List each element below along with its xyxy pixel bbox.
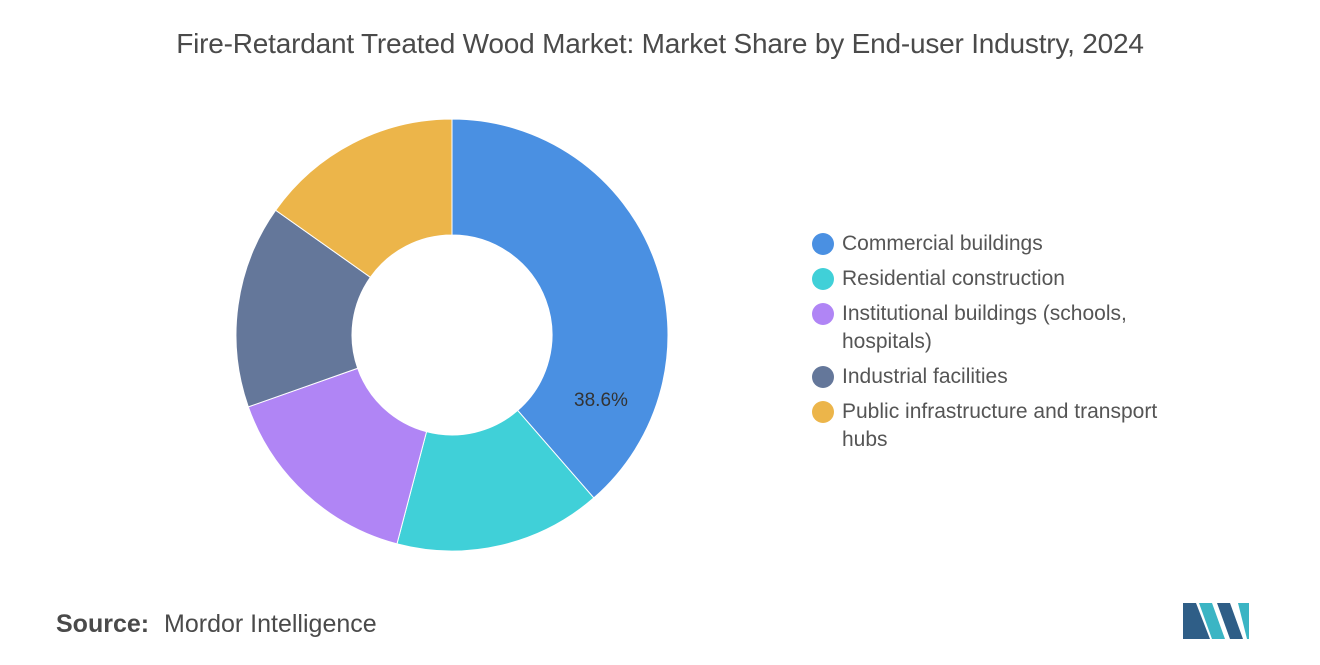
legend-label-2: Residential construction (842, 267, 1065, 290)
donut-slice-3 (247, 367, 428, 545)
donut-slice-4 (235, 209, 372, 408)
chart-legend: Commercial buildings Residential construc… (812, 230, 1272, 461)
source-note: Source: Mordor Intelligence (56, 610, 377, 639)
legend-swatch-4 (812, 366, 834, 388)
legend-item-4: Industrial facilities (812, 363, 1272, 391)
mordor-intelligence-logo-icon (1183, 603, 1249, 639)
legend-item-5: Public infrastructure and transport hubs (812, 398, 1272, 454)
legend-label-5: Public infrastructure and transport hubs (842, 400, 1158, 451)
source-value: Mordor Intelligence (164, 610, 377, 638)
donut-data-label-1: 38.6% (574, 390, 628, 411)
legend-item-2: Residential construction (812, 265, 1272, 293)
legend-label-3: Institutional buildings (schools, hospit… (842, 302, 1127, 353)
legend-label-1: Commercial buildings (842, 232, 1043, 255)
source-label: Source: (56, 610, 150, 638)
legend-swatch-1 (812, 233, 834, 255)
donut-slice-5 (274, 118, 453, 278)
legend-item-3: Institutional buildings (schools, hospit… (812, 300, 1272, 356)
legend-label-4: Industrial facilities (842, 365, 1008, 388)
legend-swatch-5 (812, 401, 834, 423)
legend-item-1: Commercial buildings (812, 230, 1272, 258)
donut-slice-1 (451, 118, 669, 499)
donut-slice-2 (396, 409, 595, 552)
chart-title: Fire-Retardant Treated Wood Market: Mark… (176, 28, 1144, 59)
legend-swatch-3 (812, 303, 834, 325)
legend-swatch-2 (812, 268, 834, 290)
